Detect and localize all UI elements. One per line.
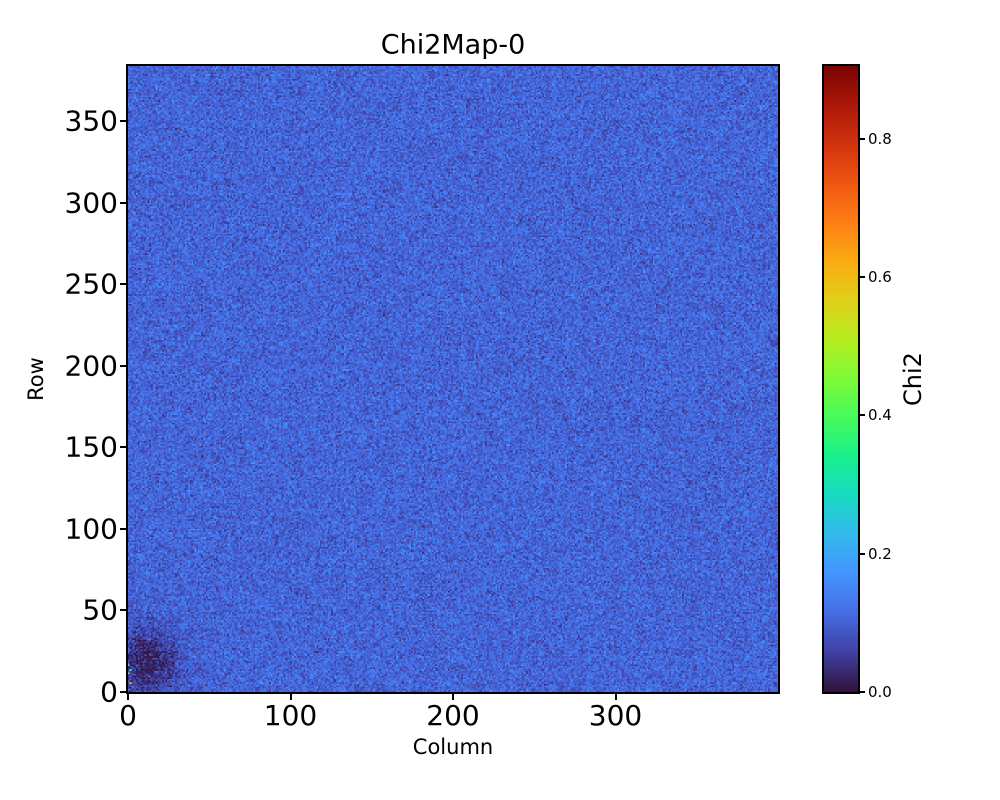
axes-frame (126, 64, 780, 694)
y-tick-mark (120, 527, 126, 530)
y-tick-mark (120, 201, 126, 204)
y-tick-label: 50 (82, 593, 118, 627)
colorbar-tick-label: 0.6 (868, 267, 892, 286)
x-tick-mark (614, 694, 617, 700)
colorbar-label: Chi2 (899, 352, 927, 406)
y-tick-mark (120, 609, 126, 612)
y-tick-label: 250 (64, 267, 118, 301)
y-tick-label: 0 (100, 675, 118, 709)
x-tick-label: 0 (119, 699, 137, 732)
y-tick-label: 350 (64, 104, 118, 138)
x-tick-label: 100 (263, 699, 318, 732)
y-tick-label: 100 (64, 512, 118, 546)
colorbar-frame (822, 64, 860, 694)
x-tick-mark (289, 694, 292, 700)
plot-title: Chi2Map-0 (380, 29, 526, 61)
colorbar-tick-label: 0.4 (868, 406, 892, 425)
y-tick-label: 300 (64, 186, 118, 220)
x-tick-mark (127, 694, 129, 700)
y-tick-label: 200 (64, 349, 118, 383)
y-tick-mark (120, 120, 126, 123)
colorbar-tick-mark (860, 137, 865, 140)
y-tick-label: 150 (64, 430, 118, 464)
y-tick-mark (120, 691, 126, 693)
colorbar-tick-label: 0.8 (868, 129, 892, 148)
y-tick-mark (120, 364, 126, 367)
colorbar-tick-mark (860, 552, 865, 555)
x-axis-label: Column (412, 735, 494, 759)
colorbar-gradient (824, 66, 858, 692)
colorbar-tick-label: 0.2 (868, 544, 892, 563)
x-tick-label: 300 (588, 699, 643, 732)
y-tick-mark (120, 283, 126, 286)
colorbar-tick-mark (860, 691, 865, 693)
x-tick-mark (452, 694, 454, 700)
colorbar-tick-label: 0.0 (868, 683, 892, 701)
y-tick-mark (120, 446, 126, 449)
colorbar-tick-mark (860, 275, 865, 278)
heatmap-image (128, 66, 778, 692)
x-tick-label: 200 (426, 699, 480, 732)
colorbar-tick-mark (860, 414, 865, 417)
